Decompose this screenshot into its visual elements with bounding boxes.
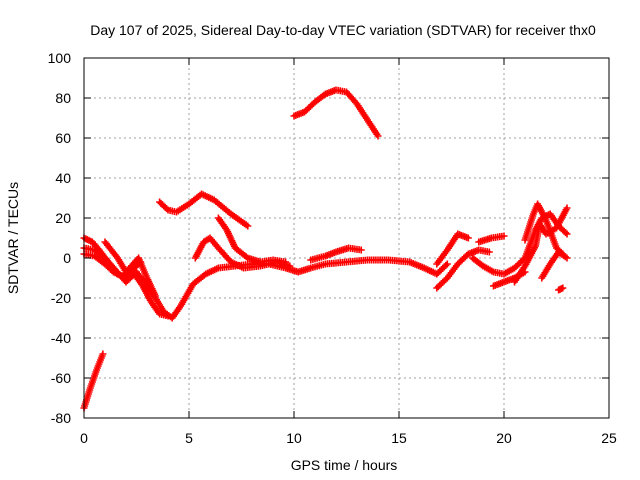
series-arc-13 bbox=[475, 232, 508, 246]
series-arc-7 bbox=[80, 250, 145, 280]
data-point bbox=[563, 230, 571, 238]
series-arc-12 bbox=[433, 230, 472, 268]
y-tick-label: 20 bbox=[55, 210, 71, 226]
data-point bbox=[137, 258, 145, 266]
y-tick-label: -20 bbox=[51, 290, 71, 306]
data-point bbox=[563, 254, 571, 262]
x-tick-label: 15 bbox=[391, 430, 407, 446]
series-arc-10 bbox=[307, 244, 365, 264]
y-tick-label: -40 bbox=[51, 330, 71, 346]
x-tick-label: 10 bbox=[286, 430, 302, 446]
y-tick-label: 80 bbox=[55, 90, 71, 106]
data-point bbox=[151, 292, 159, 300]
data-points bbox=[80, 86, 571, 412]
y-tick-label: -60 bbox=[51, 370, 71, 386]
data-point bbox=[357, 246, 365, 254]
data-point bbox=[442, 261, 450, 269]
chart-title: Day 107 of 2025, Sidereal Day-to-day VTE… bbox=[90, 22, 596, 38]
series-arc-19 bbox=[555, 284, 567, 294]
y-tick-label: 60 bbox=[55, 130, 71, 146]
data-point bbox=[164, 312, 172, 320]
data-point bbox=[443, 260, 451, 268]
data-point bbox=[99, 350, 107, 358]
data-point bbox=[286, 262, 294, 270]
series-arc-2 bbox=[290, 86, 382, 140]
x-tick-label: 25 bbox=[601, 430, 617, 446]
axes: -80 -60 -40 -20 0 20 40 60 80 100 0 5 10 15 20 25 bbox=[48, 50, 617, 446]
y-tick-label: 40 bbox=[55, 170, 71, 186]
data-point bbox=[374, 132, 382, 140]
data-point bbox=[559, 284, 567, 292]
y-tick-label: -80 bbox=[51, 410, 71, 426]
data-point bbox=[485, 248, 493, 256]
x-tick-label: 5 bbox=[185, 430, 193, 446]
series-arc-9 bbox=[214, 214, 290, 266]
y-tick-label: 0 bbox=[63, 250, 71, 266]
y-tick-label: 100 bbox=[48, 50, 72, 66]
data-point bbox=[135, 259, 143, 267]
data-point bbox=[282, 258, 290, 266]
series-arc-3 bbox=[156, 190, 252, 230]
series-arc-16 bbox=[511, 204, 571, 286]
x-tick-label: 20 bbox=[496, 430, 512, 446]
data-point bbox=[500, 232, 508, 240]
data-point bbox=[464, 234, 472, 242]
plot-frame bbox=[83, 57, 610, 419]
series-arc-18 bbox=[538, 248, 571, 282]
x-axis-title: GPS time / hours bbox=[291, 457, 398, 473]
data-point bbox=[563, 204, 571, 212]
data-point bbox=[244, 222, 252, 230]
x-tick-label: 0 bbox=[80, 430, 88, 446]
data-point bbox=[562, 229, 570, 237]
y-axis-title: SDTVAR / TECUs bbox=[5, 182, 21, 294]
